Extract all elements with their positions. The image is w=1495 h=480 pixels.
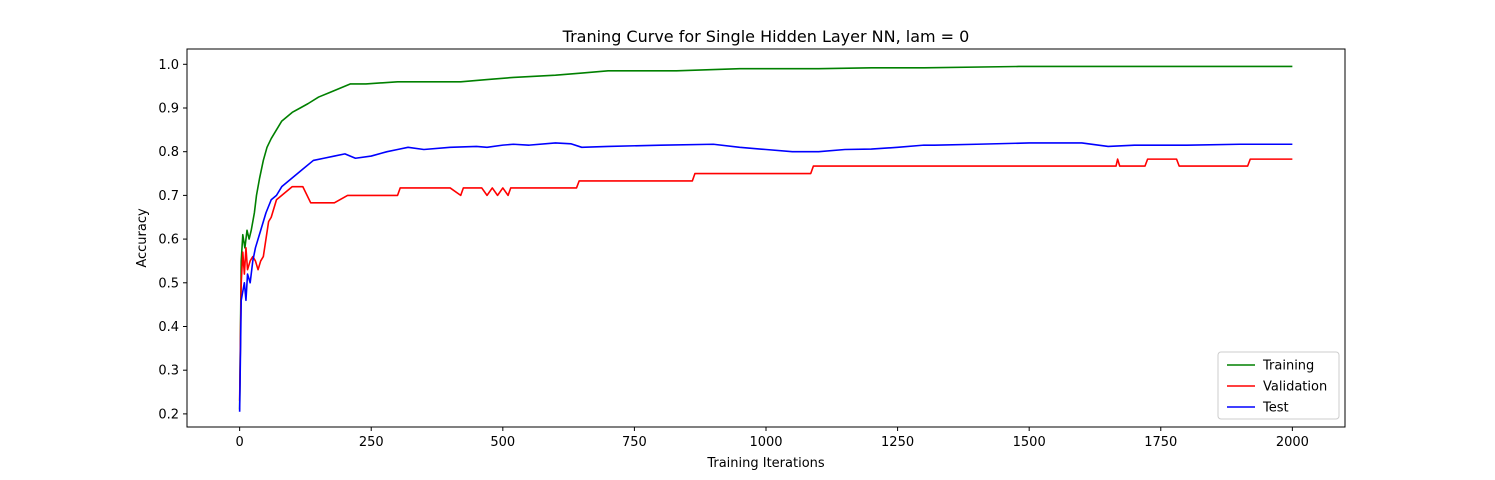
axes-layer: 0 250 500 750 1000 1250 1500 1750 2000 0.2 0.3 0.4 0… — [158, 48, 1346, 450]
legend-box — [1217, 351, 1340, 420]
plot-frame — [186, 48, 1346, 428]
x-tick-label: 1750 — [1144, 435, 1177, 450]
chart-title: Traning Curve for Single Hidden Layer NN… — [562, 27, 970, 46]
x-tick-label: 250 — [359, 435, 384, 450]
legend: Training Validation Test — [1217, 351, 1340, 420]
x-tick-label: 1500 — [1013, 435, 1046, 450]
series-line-test — [238, 142, 1293, 412]
legend-label-training: Training — [1262, 359, 1314, 374]
series-layer — [238, 65, 1293, 412]
y-tick-label: 1.0 — [158, 58, 179, 73]
x-tick-label: 1000 — [749, 435, 782, 450]
y-tick-label: 0.5 — [158, 276, 179, 291]
y-tick-label: 0.2 — [158, 407, 179, 422]
y-tick-label: 0.8 — [158, 145, 179, 160]
y-tick-label: 0.7 — [158, 189, 179, 204]
y-tick-label: 0.6 — [158, 233, 179, 248]
x-axis-label: Training Iterations — [706, 456, 825, 471]
series-line-validation — [238, 158, 1293, 401]
y-tick-label: 0.9 — [158, 101, 179, 116]
y-tick-label: 0.3 — [158, 364, 179, 379]
legend-label-test: Test — [1262, 401, 1289, 416]
x-tick-label: 2000 — [1276, 435, 1309, 450]
series-line-training — [238, 65, 1293, 410]
y-axis-label: Accuracy — [135, 208, 150, 268]
x-tick-label: 0 — [235, 435, 243, 450]
x-tick-label: 1250 — [881, 435, 914, 450]
y-tick-label: 0.4 — [158, 320, 179, 335]
legend-label-validation: Validation — [1263, 380, 1327, 395]
x-tick-label: 750 — [622, 435, 647, 450]
x-tick-label: 500 — [490, 435, 515, 450]
